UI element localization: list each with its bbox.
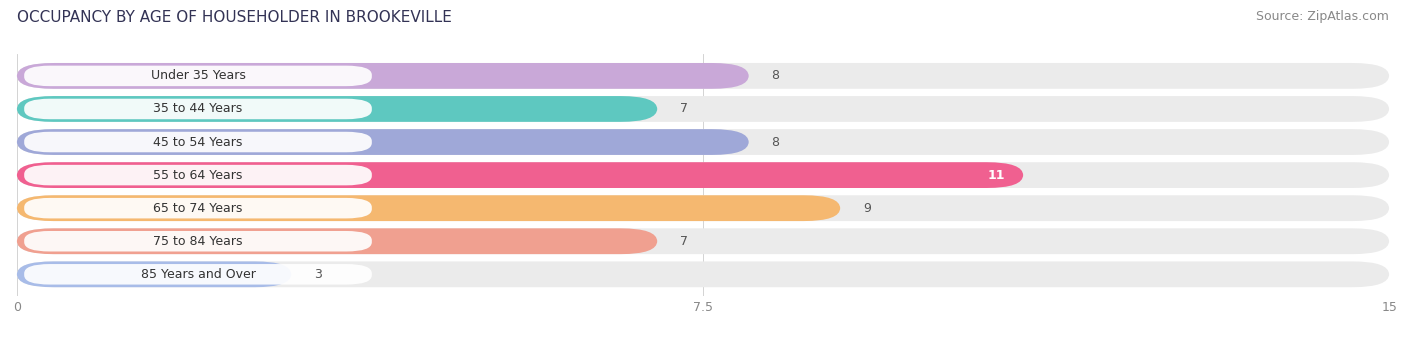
FancyBboxPatch shape [17,195,841,221]
Text: 75 to 84 Years: 75 to 84 Years [153,235,243,248]
FancyBboxPatch shape [17,261,291,287]
FancyBboxPatch shape [17,228,657,254]
Text: 9: 9 [863,202,870,215]
FancyBboxPatch shape [24,165,371,185]
Text: Source: ZipAtlas.com: Source: ZipAtlas.com [1256,10,1389,23]
FancyBboxPatch shape [24,99,371,119]
Text: 8: 8 [772,69,779,82]
Text: 35 to 44 Years: 35 to 44 Years [153,102,243,116]
FancyBboxPatch shape [24,231,371,252]
FancyBboxPatch shape [17,228,1389,254]
FancyBboxPatch shape [17,162,1024,188]
Text: OCCUPANCY BY AGE OF HOUSEHOLDER IN BROOKEVILLE: OCCUPANCY BY AGE OF HOUSEHOLDER IN BROOK… [17,10,451,25]
FancyBboxPatch shape [17,63,1389,89]
Text: 7: 7 [681,102,688,116]
Text: 65 to 74 Years: 65 to 74 Years [153,202,243,215]
FancyBboxPatch shape [17,129,1389,155]
FancyBboxPatch shape [17,129,749,155]
Text: 3: 3 [314,268,322,281]
Text: 7: 7 [681,235,688,248]
FancyBboxPatch shape [17,162,1389,188]
FancyBboxPatch shape [24,132,371,152]
FancyBboxPatch shape [17,63,749,89]
FancyBboxPatch shape [24,66,371,86]
Text: 11: 11 [987,169,1005,182]
FancyBboxPatch shape [17,195,1389,221]
FancyBboxPatch shape [24,264,371,285]
Text: Under 35 Years: Under 35 Years [150,69,246,82]
FancyBboxPatch shape [24,198,371,218]
Text: 45 to 54 Years: 45 to 54 Years [153,136,243,149]
FancyBboxPatch shape [17,261,1389,287]
FancyBboxPatch shape [17,96,657,122]
Text: 85 Years and Over: 85 Years and Over [141,268,256,281]
Text: 8: 8 [772,136,779,149]
FancyBboxPatch shape [17,96,1389,122]
Text: 55 to 64 Years: 55 to 64 Years [153,169,243,182]
